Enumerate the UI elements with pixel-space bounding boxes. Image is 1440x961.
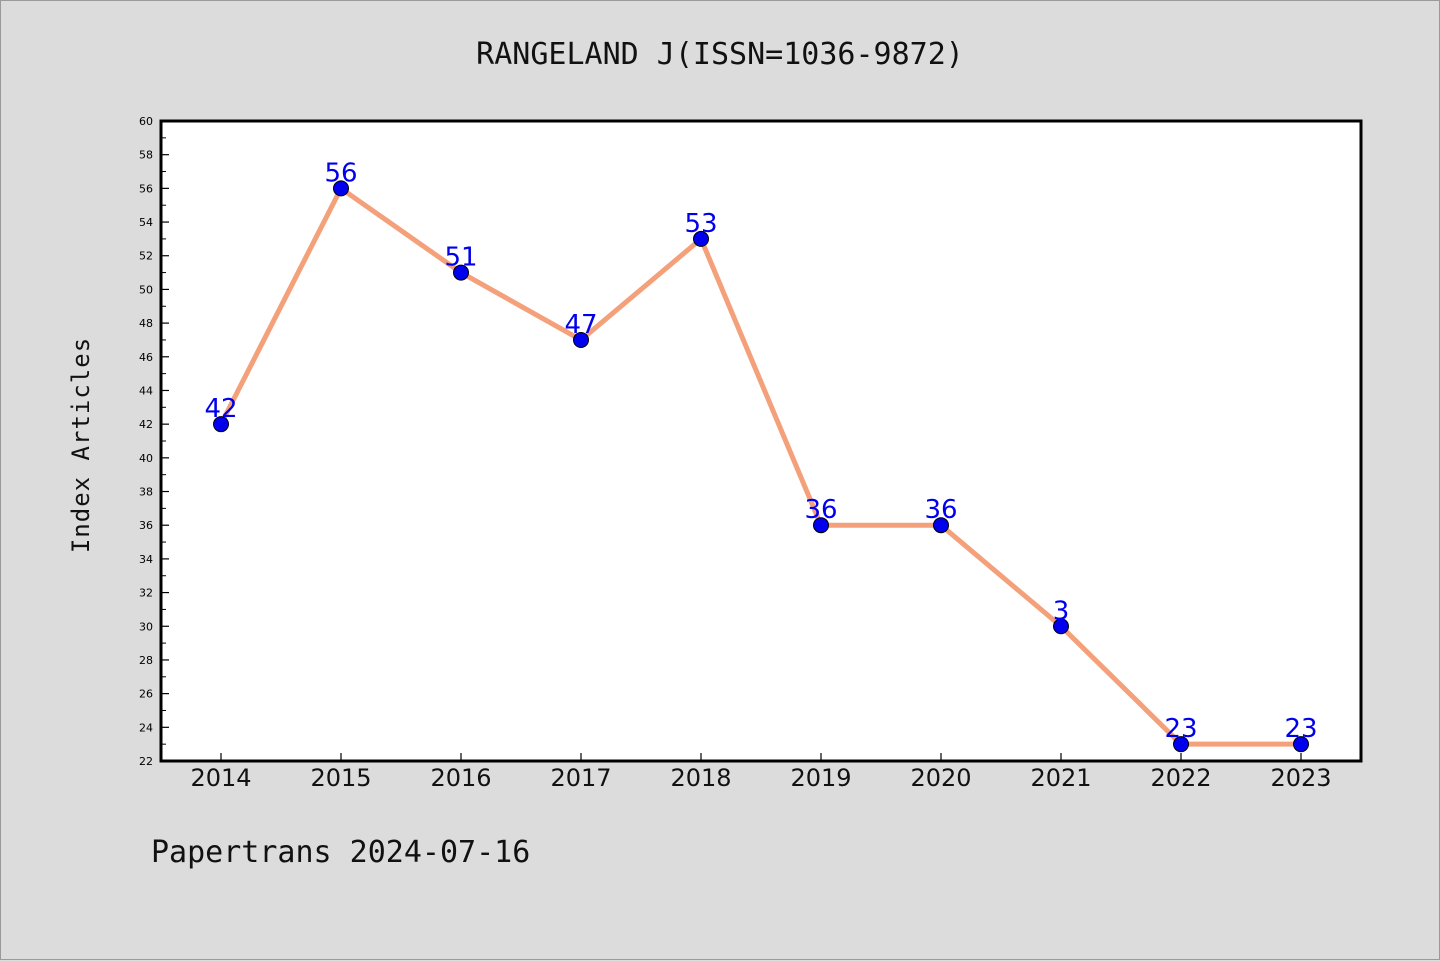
y-tick-label: 28 [139,654,153,667]
data-point [813,517,829,534]
y-tick-label: 56 [139,182,153,195]
y-tick-label: 40 [139,452,153,465]
plot-frame [159,119,1363,763]
y-tick-label: 46 [139,351,153,364]
y-tick-label: 24 [139,721,153,734]
chart-title: RANGELAND J(ISSN=1036-9872) [476,37,964,72]
x-tick-label: 2020 [910,764,971,792]
x-tick-label: 2022 [1150,764,1211,792]
y-tick-label: 60 [139,115,153,128]
x-tick-label: 2019 [790,764,851,792]
y-tick-label: 26 [139,688,153,701]
x-tick-label: 2017 [550,764,611,792]
y-tick-label: 22 [139,755,153,768]
data-point [213,416,229,433]
data-point [933,517,949,534]
data-label: 42 [204,394,237,424]
data-point [573,331,589,348]
data-label: 36 [924,495,957,525]
y-tick-label: 50 [139,283,153,296]
data-point [693,230,709,247]
series-line [218,185,1304,747]
data-point [1053,618,1069,635]
y-tick-label: 44 [139,384,153,397]
data-label: 23 [1164,714,1197,744]
data-label: 53 [684,209,717,239]
y-tick-label: 34 [139,553,153,566]
y-tick-label: 58 [139,149,153,162]
data-point [333,180,349,197]
data-label: 23 [1284,714,1317,744]
y-tick-label: 30 [139,620,153,633]
data-label: 56 [324,158,357,188]
x-tick-label: 2021 [1030,764,1091,792]
x-tick-label: 2014 [190,764,251,792]
plot-background [161,121,1361,761]
y-tick-label: 52 [139,250,153,263]
footer-text: Papertrans 2024-07-16 [151,835,531,870]
data-point [1293,736,1309,753]
x-tick-label: 2023 [1270,764,1331,792]
y-tick-label: 38 [139,486,153,499]
data-point [1173,736,1189,753]
y-tick-label: 36 [139,519,153,532]
y-tick-label: 54 [139,216,153,229]
y-tick-label: 48 [139,317,153,330]
data-label: 3 [1053,596,1070,626]
y-tick-label: 42 [139,418,153,431]
x-tick-label: 2015 [310,764,371,792]
x-tick-label: 2016 [430,764,491,792]
data-label: 36 [804,495,837,525]
x-tick-label: 2018 [670,764,731,792]
data-label: 51 [444,243,477,273]
y-tick-label: 32 [139,587,153,600]
data-label: 47 [564,310,597,340]
data-point [453,264,469,281]
